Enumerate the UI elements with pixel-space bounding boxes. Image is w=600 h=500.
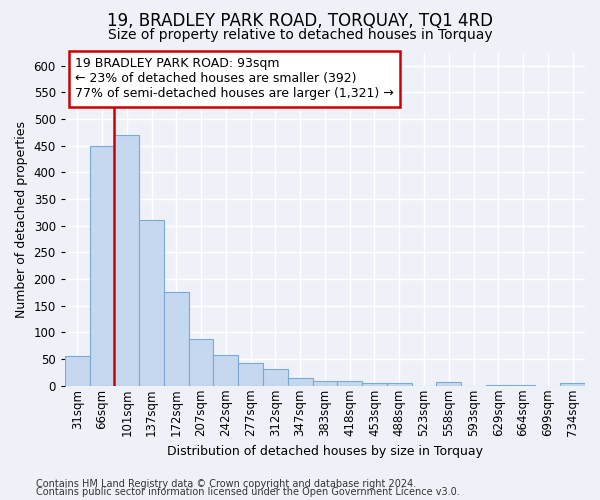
Bar	[313, 382, 337, 386]
Text: Contains public sector information licensed under the Open Government Licence v3: Contains public sector information licen…	[36, 487, 460, 497]
Text: Size of property relative to detached houses in Torquay: Size of property relative to detached ho…	[107, 28, 493, 42]
Bar	[214, 355, 238, 386]
Bar	[560, 383, 585, 386]
Text: Contains HM Land Registry data © Crown copyright and database right 2024.: Contains HM Land Registry data © Crown c…	[36, 479, 416, 489]
Bar	[288, 378, 313, 386]
Bar	[387, 383, 412, 386]
Bar	[188, 339, 214, 386]
Bar	[362, 383, 387, 386]
Bar	[337, 382, 362, 386]
Bar	[89, 146, 115, 386]
Bar	[139, 220, 164, 386]
Bar	[115, 135, 139, 386]
Bar	[486, 384, 511, 386]
Bar	[238, 364, 263, 386]
Bar	[511, 385, 535, 386]
Bar	[65, 356, 89, 386]
Bar	[263, 368, 288, 386]
Y-axis label: Number of detached properties: Number of detached properties	[15, 120, 28, 318]
Bar	[164, 292, 188, 386]
Text: 19 BRADLEY PARK ROAD: 93sqm
← 23% of detached houses are smaller (392)
77% of se: 19 BRADLEY PARK ROAD: 93sqm ← 23% of det…	[75, 58, 394, 100]
Bar	[436, 382, 461, 386]
Text: 19, BRADLEY PARK ROAD, TORQUAY, TQ1 4RD: 19, BRADLEY PARK ROAD, TORQUAY, TQ1 4RD	[107, 12, 493, 30]
X-axis label: Distribution of detached houses by size in Torquay: Distribution of detached houses by size …	[167, 444, 483, 458]
